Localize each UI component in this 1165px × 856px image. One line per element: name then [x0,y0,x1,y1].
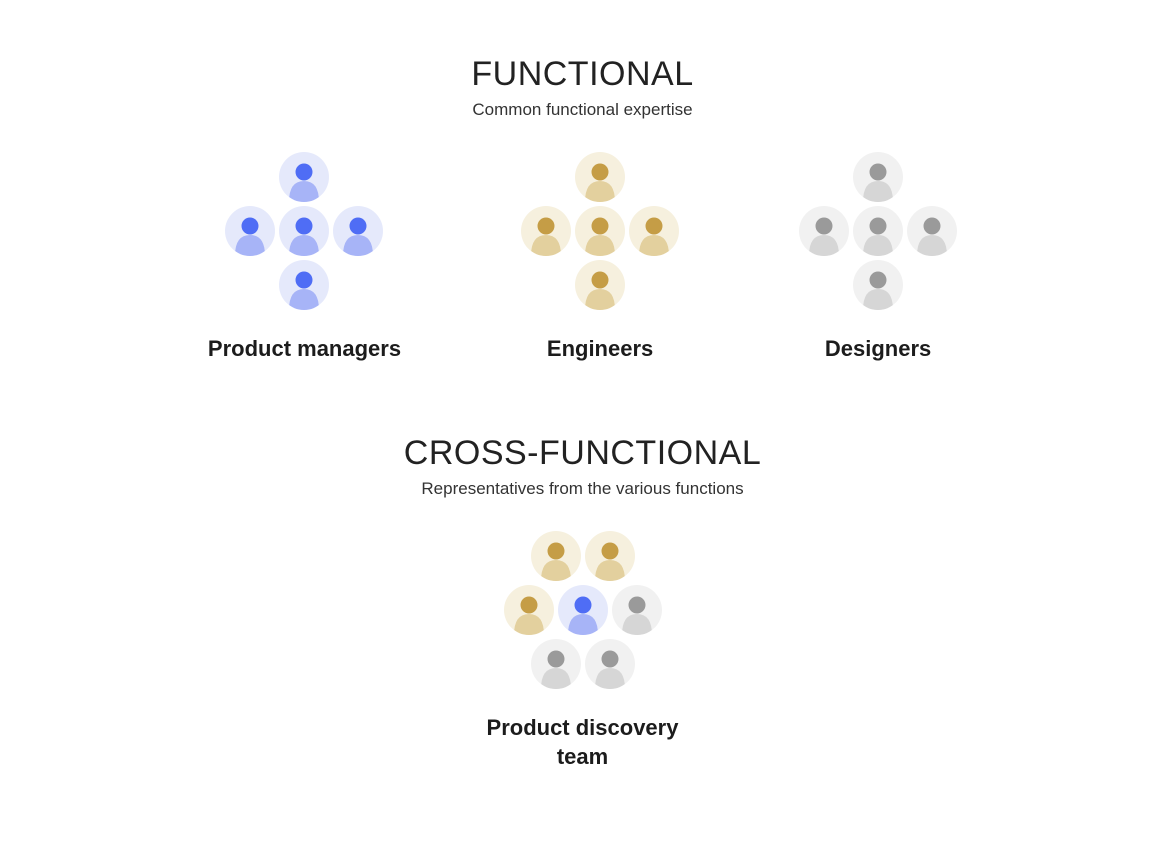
cluster-engineers [521,152,679,310]
avatar-icon [575,260,625,310]
functional-subtitle: Common functional expertise [0,100,1165,120]
avatar-icon [907,206,957,256]
group-label-pm: Product managers [208,334,401,364]
avatar-icon [853,260,903,310]
avatar-icon [531,639,581,689]
avatar-icon [279,152,329,202]
avatar-icon [558,585,608,635]
functional-groups-row: Product managers [0,152,1165,364]
group-label-eng: Engineers [547,334,653,364]
avatar-icon [531,531,581,581]
avatar-icon [333,206,383,256]
avatar-icon [629,206,679,256]
avatar-icon [799,206,849,256]
avatar-icon [521,206,571,256]
avatar-icon [853,206,903,256]
functional-section: FUNCTIONAL Common functional expertise [0,0,1165,364]
avatar-icon [612,585,662,635]
avatar-icon [853,152,903,202]
cluster-product-managers [225,152,383,310]
avatar-icon [279,206,329,256]
cross-title: CROSS-FUNCTIONAL [0,434,1165,473]
cluster-product-discovery [504,531,662,689]
avatar-icon [504,585,554,635]
functional-title: FUNCTIONAL [0,55,1165,94]
group-label-discovery: Product discovery team [473,713,693,772]
avatar-icon [585,639,635,689]
avatar-icon [585,531,635,581]
cross-functional-section: CROSS-FUNCTIONAL Representatives from th… [0,434,1165,772]
avatar-icon [575,152,625,202]
group-product-discovery: Product discovery team [0,531,1165,772]
group-designers: Designers [799,152,957,364]
group-engineers: Engineers [521,152,679,364]
avatar-icon [225,206,275,256]
avatar-icon [279,260,329,310]
group-label-design: Designers [825,334,931,364]
cross-subtitle: Representatives from the various functio… [0,479,1165,499]
cluster-designers [799,152,957,310]
group-product-managers: Product managers [208,152,401,364]
avatar-icon [575,206,625,256]
